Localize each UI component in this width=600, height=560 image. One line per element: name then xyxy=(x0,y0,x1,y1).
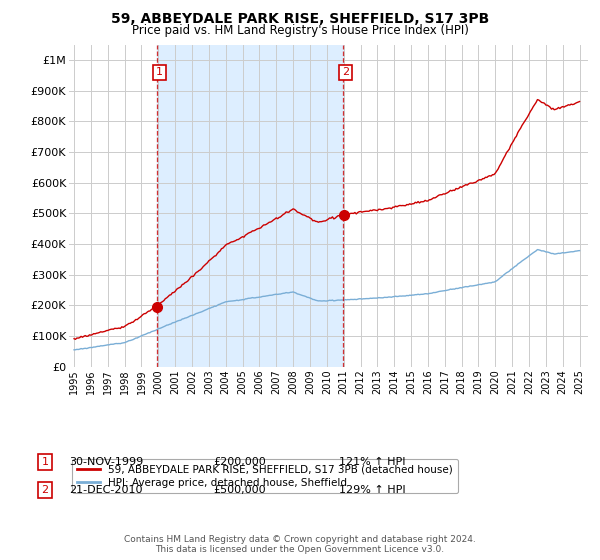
Text: 30-NOV-1999: 30-NOV-1999 xyxy=(69,457,143,467)
Text: Price paid vs. HM Land Registry's House Price Index (HPI): Price paid vs. HM Land Registry's House … xyxy=(131,24,469,36)
Text: 129% ↑ HPI: 129% ↑ HPI xyxy=(339,485,406,495)
Text: 2: 2 xyxy=(342,67,349,77)
Text: 21-DEC-2010: 21-DEC-2010 xyxy=(69,485,143,495)
Text: 121% ↑ HPI: 121% ↑ HPI xyxy=(339,457,406,467)
Text: 1: 1 xyxy=(41,457,49,467)
Text: 2: 2 xyxy=(41,485,49,495)
Legend: 59, ABBEYDALE PARK RISE, SHEFFIELD, S17 3PB (detached house), HPI: Average price: 59, ABBEYDALE PARK RISE, SHEFFIELD, S17 … xyxy=(71,459,458,493)
Text: 1: 1 xyxy=(156,67,163,77)
Text: 59, ABBEYDALE PARK RISE, SHEFFIELD, S17 3PB: 59, ABBEYDALE PARK RISE, SHEFFIELD, S17 … xyxy=(111,12,489,26)
Text: Contains HM Land Registry data © Crown copyright and database right 2024.
This d: Contains HM Land Registry data © Crown c… xyxy=(124,535,476,554)
Text: £500,000: £500,000 xyxy=(213,485,266,495)
Bar xyxy=(157,45,343,367)
Text: £200,000: £200,000 xyxy=(213,457,266,467)
